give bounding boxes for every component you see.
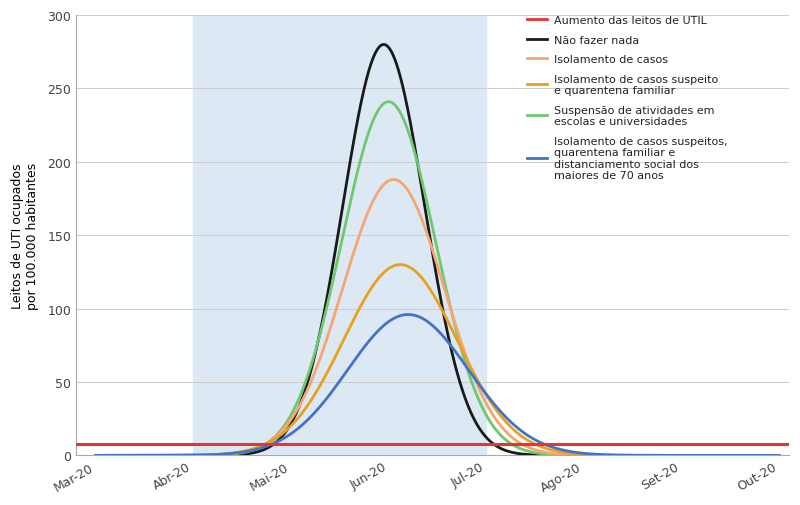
Bar bbox=[194, 16, 486, 456]
Y-axis label: Leitos de UTI ocupados
por 100.000 habitantes: Leitos de UTI ocupados por 100.000 habit… bbox=[11, 163, 39, 309]
Legend: Aumento das leitos de UTIL, Não fazer nada, Isolamento de casos, Isolamento de c: Aumento das leitos de UTIL, Não fazer na… bbox=[524, 13, 730, 184]
